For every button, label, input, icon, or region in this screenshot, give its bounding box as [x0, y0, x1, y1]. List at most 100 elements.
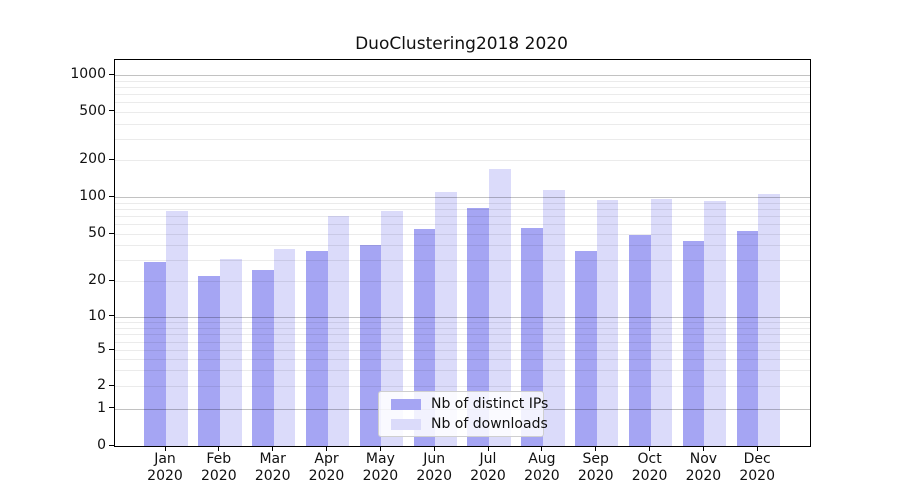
y-tick-mark-2: [109, 384, 114, 386]
bar-distinct-ips-jan: [144, 261, 166, 446]
gridline-700: [115, 93, 810, 95]
y-tick-mark-200: [109, 158, 114, 160]
y-tick-label-20: 20: [88, 272, 106, 288]
x-tick-label-apr: Apr 2020: [308, 451, 345, 484]
gridline-400: [115, 123, 810, 125]
gridline-600: [115, 102, 810, 103]
y-tick-mark-50: [109, 232, 114, 234]
gridline-500: [115, 111, 810, 113]
y-tick-label-100: 100: [79, 188, 106, 204]
x-tick-mark-feb: [218, 446, 220, 451]
bar-downloads-oct: [650, 198, 673, 446]
gridline-8: [115, 327, 810, 329]
y-tick-mark-5: [109, 348, 114, 350]
y-tick-label-1: 1: [97, 399, 106, 416]
y-tick-mark-1000: [109, 73, 114, 75]
legend-swatch-distinct-ips-icon: [391, 398, 421, 410]
gridline-70: [115, 216, 810, 217]
gridline-20: [115, 281, 810, 282]
gridline-50: [115, 234, 810, 235]
bar-distinct-ips-sep: [575, 250, 597, 446]
x-tick-mark-mar: [272, 446, 274, 451]
y-tick-label-200: 200: [79, 151, 106, 167]
bar-downloads-jan: [166, 210, 188, 446]
gridline-4: [115, 359, 810, 360]
x-tick-mark-sep: [595, 446, 597, 451]
legend-entry-distinct-ips: Nb of distinct IPs: [379, 396, 548, 412]
gridline-40: [115, 245, 810, 247]
y-tick-label-2: 2: [97, 377, 106, 393]
legend-swatch-downloads-icon: [391, 418, 421, 430]
bar-downloads-mar: [273, 249, 296, 446]
x-tick-mark-dec: [756, 446, 758, 451]
x-tick-mark-aug: [541, 446, 543, 451]
gridline-90: [115, 202, 810, 204]
y-tick-mark-100: [109, 195, 114, 197]
x-tick-mark-oct: [649, 446, 651, 451]
bar-downloads-sep: [596, 199, 619, 446]
x-tick-label-nov: Nov 2020: [685, 451, 722, 484]
gridline-30: [115, 260, 810, 262]
legend-label-distinct-ips: Nb of distinct IPs: [431, 396, 549, 412]
y-tick-mark-20: [109, 279, 114, 281]
y-tick-label-0: 0: [97, 437, 106, 453]
x-tick-mark-nov: [702, 446, 704, 451]
x-tick-label-jun: Jun 2020: [416, 451, 452, 484]
gridline-3: [115, 370, 810, 372]
x-tick-label-jul: Jul 2020: [470, 451, 506, 484]
chart-title: DuoClustering2018 2020: [355, 34, 568, 54]
bar-distinct-ips-nov: [682, 240, 705, 446]
y-tick-mark-500: [109, 110, 114, 112]
bar-downloads-may: [381, 210, 404, 446]
bar-distinct-ips-jul: [467, 207, 490, 446]
bar-downloads-jul: [489, 168, 511, 446]
y-tick-label-5: 5: [97, 341, 106, 358]
gridline-100: [115, 197, 810, 198]
bar-distinct-ips-dec: [736, 230, 759, 446]
gridline-200: [115, 160, 810, 161]
y-tick-label-50: 50: [88, 225, 106, 241]
x-tick-mark-jan: [164, 446, 166, 451]
x-tick-label-dec: Dec 2020: [739, 451, 775, 484]
x-tick-mark-jul: [487, 446, 489, 451]
x-tick-mark-may: [379, 446, 381, 451]
x-tick-label-feb: Feb 2020: [200, 451, 237, 484]
gridline-5: [115, 350, 810, 352]
gridline-10: [115, 316, 810, 318]
legend-entry-downloads: Nb of downloads: [379, 416, 548, 432]
x-tick-mark-apr: [326, 446, 327, 451]
y-tick-label-10: 10: [88, 307, 106, 324]
x-tick-label-sep: Sep 2020: [577, 451, 614, 484]
gridline-60: [115, 224, 810, 226]
gridline-6: [115, 341, 810, 343]
bar-downloads-aug: [542, 189, 565, 446]
bar-distinct-ips-apr: [305, 250, 328, 446]
y-tick-label-1000: 1000: [70, 66, 106, 82]
x-tick-label-oct: Oct 2020: [631, 451, 668, 484]
gridline-2: [115, 386, 810, 387]
legend: Nb of distinct IPs Nb of downloads: [378, 391, 548, 437]
x-tick-label-aug: Aug 2020: [524, 451, 560, 484]
x-tick-label-mar: Mar 2020: [254, 451, 291, 484]
y-tick-mark-0: [109, 444, 114, 446]
bar-downloads-feb: [219, 258, 242, 446]
bar-distinct-ips-mar: [251, 269, 274, 446]
bar-downloads-nov: [704, 201, 727, 446]
bar-downloads-apr: [327, 216, 350, 446]
bar-distinct-ips-feb: [198, 276, 220, 446]
gridline-80: [115, 208, 810, 210]
gridline-900: [115, 80, 810, 82]
gridline-1000: [115, 75, 810, 76]
y-tick-mark-1: [109, 407, 114, 408]
gridline-800: [115, 86, 810, 88]
x-tick-mark-jun: [433, 446, 435, 451]
gridline-9: [115, 321, 810, 323]
plot-area: [114, 59, 811, 447]
gridline-300: [115, 138, 810, 140]
legend-label-downloads: Nb of downloads: [431, 416, 548, 432]
bar-distinct-ips-may: [359, 245, 382, 446]
x-tick-label-may: May 2020: [362, 451, 399, 484]
bar-distinct-ips-oct: [628, 235, 651, 446]
gridline-7: [115, 334, 810, 335]
